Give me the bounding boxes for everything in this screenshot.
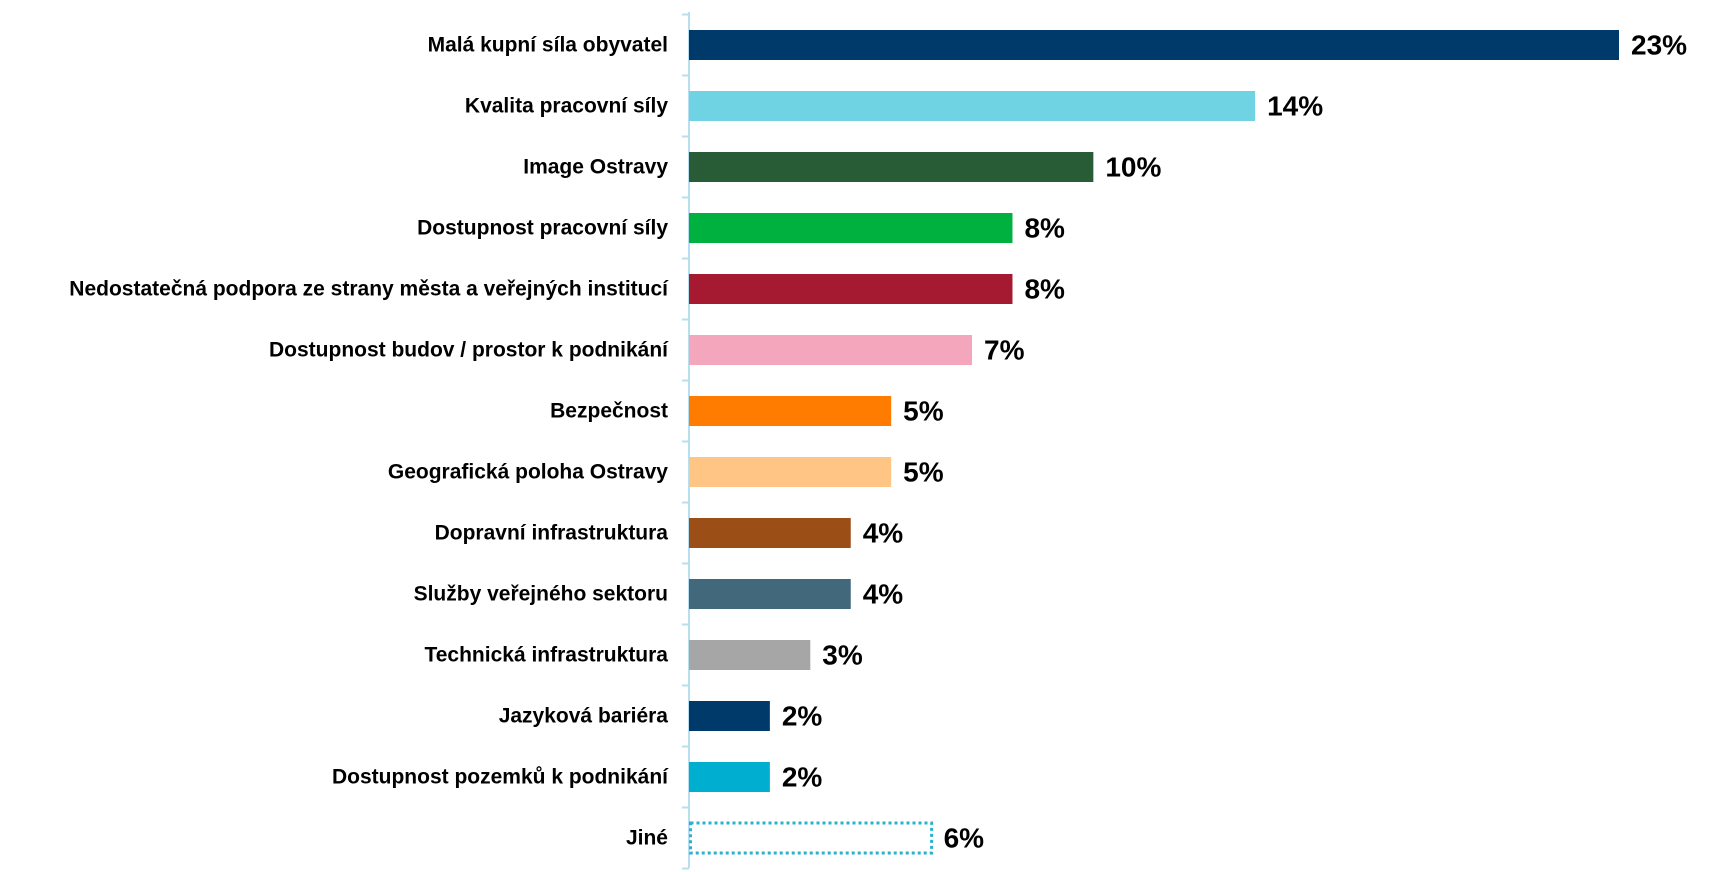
category-label: Dostupnost pracovní síly <box>417 216 668 240</box>
category-label: Kvalita pracovní síly <box>464 94 668 118</box>
bar <box>689 579 851 609</box>
category-label: Technická infrastruktura <box>424 643 668 667</box>
bar <box>689 335 973 365</box>
bar <box>689 213 1013 243</box>
value-label: 8% <box>1024 273 1065 304</box>
value-label: 5% <box>903 456 944 487</box>
category-label: Bezpečnost <box>550 399 668 423</box>
category-label: Dostupnost pozemků k podnikání <box>331 765 668 789</box>
category-label: Jazyková bariéra <box>498 704 668 728</box>
category-label: Dopravní infrastruktura <box>434 521 668 545</box>
value-label: 2% <box>782 761 823 792</box>
value-label: 8% <box>1024 212 1065 243</box>
bar <box>689 30 1619 60</box>
category-label: Jiné <box>625 826 668 850</box>
bar <box>689 152 1094 182</box>
bar <box>689 274 1013 304</box>
bar <box>689 91 1256 121</box>
bar <box>689 518 851 548</box>
value-label: 10% <box>1105 151 1161 182</box>
category-label: Image Ostravy <box>523 155 668 179</box>
bar <box>689 701 770 731</box>
category-label: Dostupnost budov / prostor k podnikání <box>269 338 668 362</box>
value-label: 5% <box>903 395 944 426</box>
value-label: 14% <box>1267 90 1323 121</box>
value-label: 2% <box>782 700 823 731</box>
category-label: Malá kupní síla obyvatel <box>427 33 668 57</box>
bar <box>689 821 934 855</box>
value-label: 6% <box>944 822 985 853</box>
category-label: Nedostatečná podpora ze strany města a v… <box>69 277 668 301</box>
bar <box>689 396 892 426</box>
value-label: 3% <box>822 639 863 670</box>
category-label: Služby veřejného sektoru <box>413 582 668 606</box>
value-label: 4% <box>863 578 904 609</box>
value-label: 23% <box>1631 29 1687 60</box>
bar <box>689 457 892 487</box>
bar <box>689 640 811 670</box>
value-label: 4% <box>863 517 904 548</box>
category-label: Geografická poloha Ostravy <box>387 460 668 484</box>
value-label: 7% <box>984 334 1025 365</box>
bar <box>689 762 770 792</box>
